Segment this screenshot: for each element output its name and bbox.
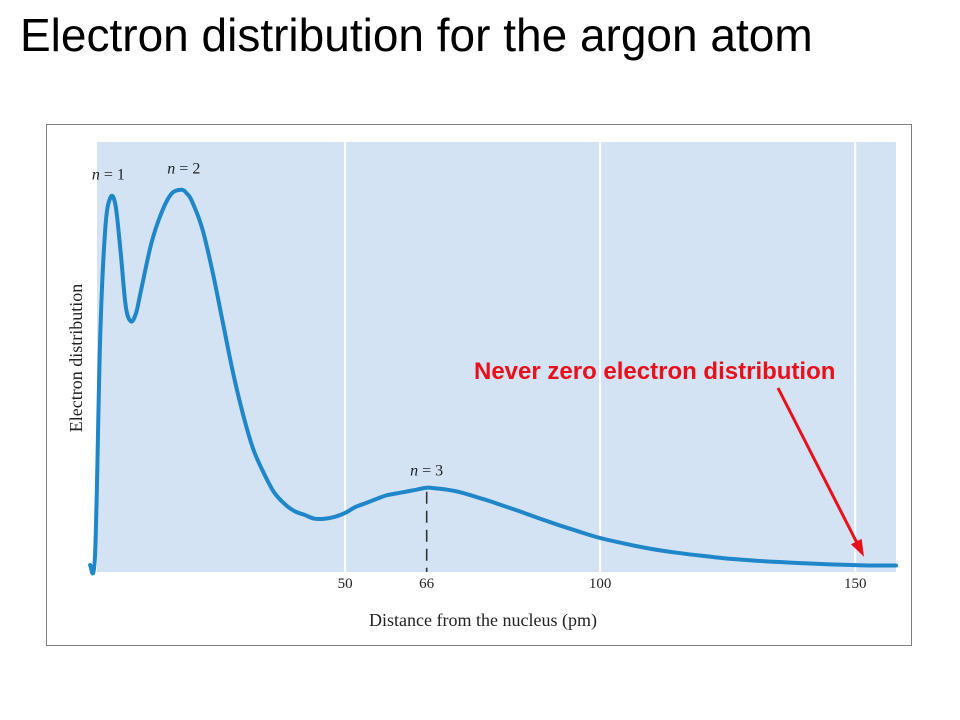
peak-label-n1: n = 1 — [92, 166, 125, 183]
grid-lines — [344, 142, 857, 572]
annotation-text: Never zero electron distribution — [474, 358, 836, 385]
y-axis-label: Electron distribution — [66, 284, 86, 432]
x-tick-150: 150 — [844, 576, 867, 592]
x-tick-50: 50 — [338, 576, 353, 592]
annotation-arrow — [776, 387, 864, 554]
slide-title: Electron distribution for the argon atom — [20, 9, 813, 61]
peak-labels: n = 1 n = 2 n = 3 — [92, 161, 443, 480]
peak-label-n2: n = 2 — [167, 161, 200, 178]
x-tick-100: 100 — [589, 576, 612, 592]
x-tick-labels: 50 66 100 150 — [338, 576, 867, 592]
x-tick-66: 66 — [419, 576, 435, 592]
electron-distribution-curve — [88, 187, 898, 576]
x-axis-label: Distance from the nucleus (pm) — [369, 610, 597, 631]
peak-label-n3: n = 3 — [410, 463, 443, 480]
plot-background — [97, 142, 896, 572]
annotation-arrowhead — [850, 538, 865, 557]
